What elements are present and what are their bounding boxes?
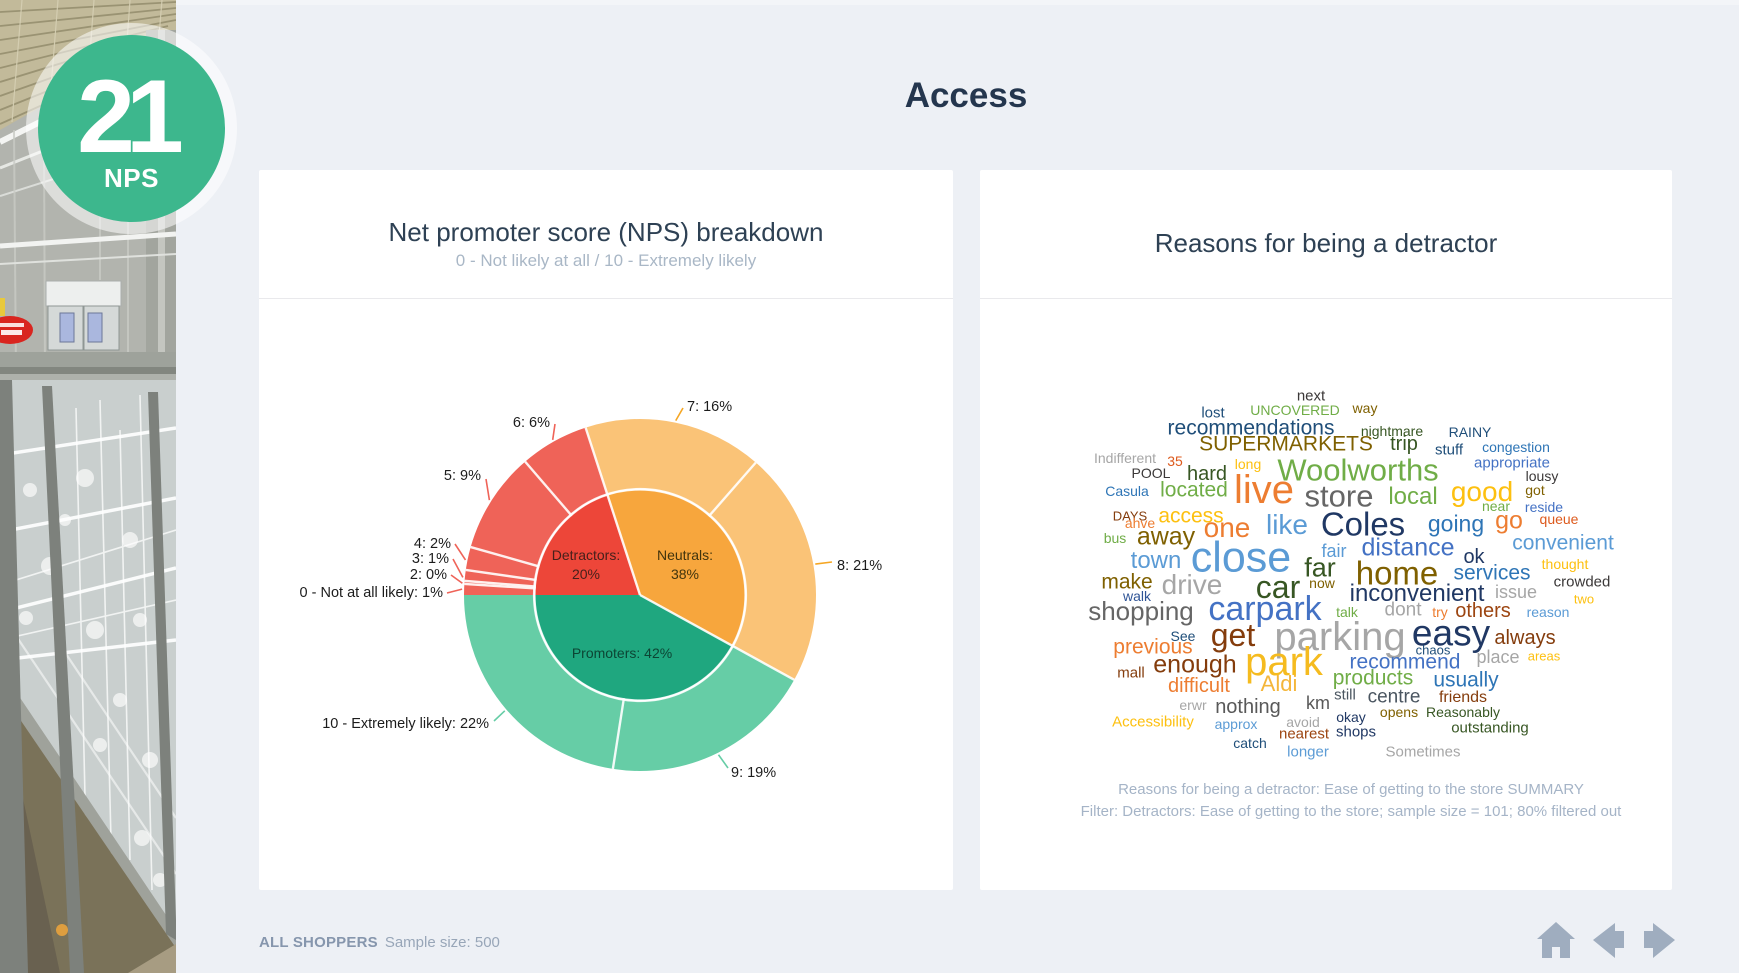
svg-text:2: 0%: 2: 0% <box>410 567 447 583</box>
svg-text:3: 1%: 3: 1% <box>412 551 449 567</box>
svg-text:8: 21%: 8: 21% <box>837 558 882 574</box>
svg-text:4: 2%: 4: 2% <box>414 536 451 552</box>
svg-text:38%: 38% <box>671 566 699 582</box>
svg-text:7: 16%: 7: 16% <box>687 399 732 415</box>
svg-text:Neutrals:: Neutrals: <box>657 547 713 563</box>
svg-text:0 - Not at all likely: 1%: 0 - Not at all likely: 1% <box>300 585 444 601</box>
svg-text:6: 6%: 6: 6% <box>513 415 550 431</box>
svg-text:Detractors:: Detractors: <box>552 547 620 563</box>
svg-text:5: 9%: 5: 9% <box>444 468 481 484</box>
svg-text:20%: 20% <box>572 566 600 582</box>
svg-text:Promoters: 42%: Promoters: 42% <box>572 645 672 661</box>
svg-text:10 - Extremely likely: 22%: 10 - Extremely likely: 22% <box>322 716 489 732</box>
svg-text:9: 19%: 9: 19% <box>731 765 776 781</box>
